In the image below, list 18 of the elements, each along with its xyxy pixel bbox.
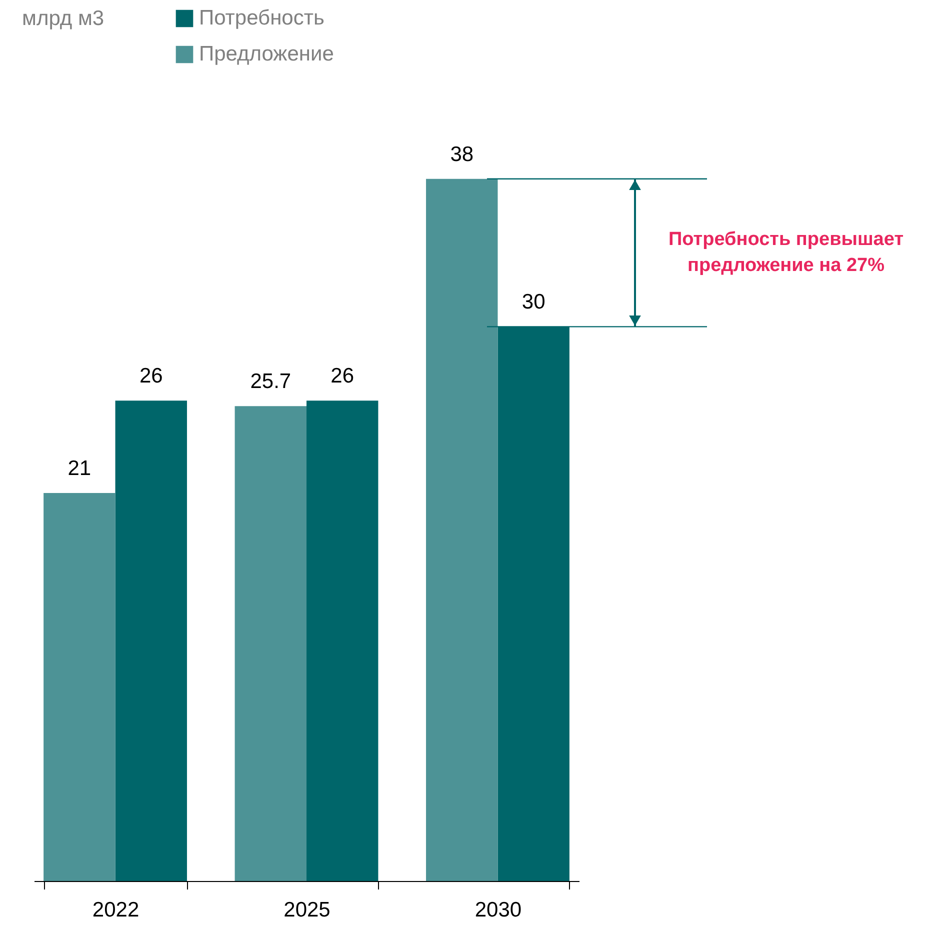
data-label: 38 [450, 142, 474, 166]
bar [115, 400, 187, 881]
data-label: 26 [139, 364, 163, 388]
legend-label: Потребность [199, 6, 324, 30]
text: Потребность превышает предложение на 27% [668, 228, 904, 276]
data-label: 26 [330, 364, 354, 388]
x-tick-label: 2022 [92, 898, 140, 922]
bar [234, 406, 306, 881]
data-label: 25.7 [250, 370, 292, 394]
text: млрд м3 [22, 7, 104, 30]
x-tick-label: 2030 [474, 898, 522, 922]
data-label: 21 [68, 456, 92, 480]
bar [44, 492, 116, 881]
x-tick-label: 2025 [284, 898, 330, 922]
bar [426, 178, 498, 881]
legend-label: Предложение [199, 42, 334, 66]
bar [306, 400, 378, 881]
data-label: 30 [522, 290, 546, 314]
